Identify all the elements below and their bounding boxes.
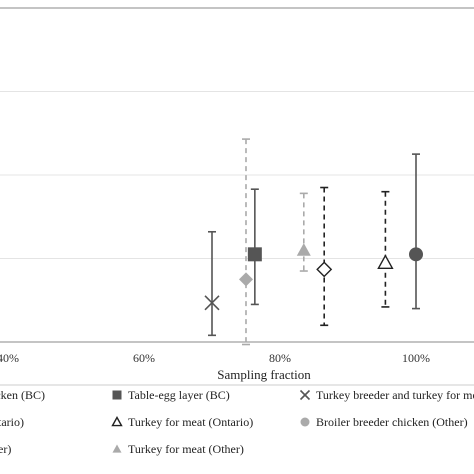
data-point-group [296,192,311,272]
square-marker [112,390,122,400]
circle-marker [300,417,310,427]
legend-label: icken (BC) [0,388,45,402]
legend-label: her) [0,442,11,456]
triangle-marker [112,444,122,453]
legend-label: Turkey for meat (Ontario) [128,415,253,429]
legend-item: ntario) [0,415,24,429]
legend-item: her) [0,442,11,456]
legend-item: icken (BC) [0,388,45,402]
circle-marker [409,247,423,262]
x-axis-title: Sampling fraction [217,367,311,382]
legend-label: Table-egg layer (BC) [128,388,230,402]
x-marker-stroke [299,389,311,401]
square-marker [247,247,262,262]
x-marker-stroke [204,295,220,311]
legend-item: Broiler breeder chicken (Other) [300,415,468,429]
diamond-marker [316,261,333,278]
legend-label: Turkey breeder and turkey for me [316,388,474,402]
legend-label: Turkey for meat (Other) [128,442,244,456]
data-point-group [409,153,423,310]
x-tick-label: 60% [133,351,155,365]
x-tick-labels: 40% 60% 80% 100% [0,351,430,365]
data-marks [204,138,423,346]
gridlines [0,91,474,259]
legend-item: Table-egg layer (BC) [112,388,230,402]
data-point-group [204,230,220,337]
legend-item: Turkey breeder and turkey for me [299,388,474,402]
data-point-group [247,188,262,306]
legend-item: Turkey for meat (Other) [112,442,244,456]
triangle-marker [377,254,394,269]
data-point-group [316,186,333,327]
x-tick-label: 40% [0,351,19,365]
triangle-marker [111,416,123,427]
legend-item: Turkey for meat (Ontario) [111,415,253,429]
data-point-group [239,138,253,346]
data-point-group [377,190,394,308]
diamond-marker [239,272,253,287]
triangle-marker [296,243,311,256]
legend-label: ntario) [0,415,24,429]
legend-label: Broiler breeder chicken (Other) [316,415,468,429]
x-tick-label: 100% [402,351,430,365]
legend: icken (BC) Table-egg layer (BC) Turkey bre… [0,388,474,456]
x-tick-label: 80% [269,351,291,365]
